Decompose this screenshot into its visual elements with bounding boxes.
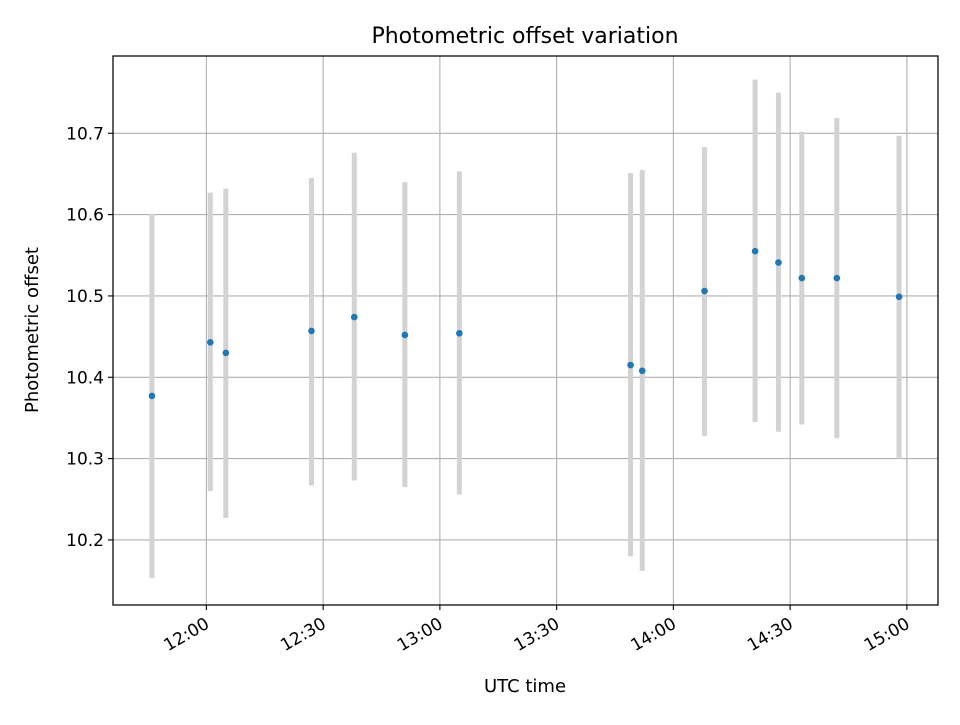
data-point: [401, 331, 409, 339]
chart-title: Photometric offset variation: [371, 24, 678, 49]
data-point: [206, 338, 214, 346]
y-axis-label: Photometric offset: [22, 247, 43, 413]
data-point: [222, 349, 230, 357]
y-tick-label: 10.3: [66, 450, 104, 470]
data-point: [798, 274, 806, 282]
data-point: [456, 330, 463, 337]
data-points: [148, 247, 903, 400]
y-tick-label: 10.4: [66, 368, 104, 388]
y-axis: 10.2 10.3 10.4 10.5 10.6 10.7: [66, 124, 113, 551]
data-point: [350, 313, 358, 321]
data-point: [775, 259, 782, 266]
y-tick-label: 10.2: [66, 531, 104, 551]
data-point: [751, 247, 759, 255]
data-point: [148, 392, 156, 400]
data-point: [638, 367, 646, 375]
data-point: [833, 274, 841, 282]
data-point: [308, 327, 315, 335]
y-tick-label: 10.5: [66, 287, 104, 307]
y-tick-label: 10.6: [66, 206, 104, 226]
data-point: [895, 293, 903, 301]
x-axis-label: UTC time: [484, 676, 566, 697]
plot-frame: [112, 55, 939, 606]
data-point: [627, 361, 634, 369]
data-point: [701, 287, 708, 295]
y-tick-label: 10.7: [66, 124, 104, 144]
